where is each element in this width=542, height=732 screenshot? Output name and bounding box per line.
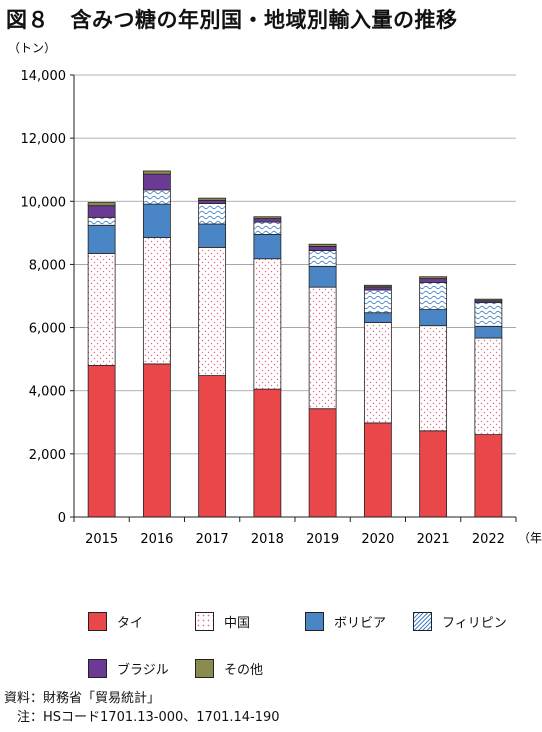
bar-segment <box>308 246 337 251</box>
bar-segment <box>87 216 116 226</box>
bar-segment <box>142 203 171 238</box>
bar-segment <box>87 224 116 254</box>
bar-segment <box>419 325 448 432</box>
bar-segment <box>474 298 503 302</box>
bar-segment <box>474 337 503 435</box>
bar-segment <box>198 223 227 248</box>
y-tick-label: 8,000 <box>29 258 66 273</box>
bar-segment <box>308 265 337 288</box>
x-tick-label: 2022 <box>472 532 505 547</box>
bar-segment <box>198 199 227 204</box>
bar-segment <box>363 322 392 424</box>
legend-swatch <box>195 611 214 631</box>
legend-swatch <box>413 611 432 631</box>
source-note: 資料：財務省「貿易統計」 <box>4 691 161 706</box>
bar-segment <box>419 309 448 327</box>
bar-segment <box>308 250 337 267</box>
legend-label: フィリピン <box>442 615 507 631</box>
bar-segment <box>419 278 448 283</box>
bar-segment <box>87 205 116 218</box>
x-tick-label: 2021 <box>417 532 450 547</box>
bar-segment <box>474 325 503 339</box>
y-tick-label: 14,000 <box>21 69 67 84</box>
bar-segment <box>363 286 392 291</box>
legend-item: フィリピン <box>413 610 507 632</box>
legend-label: その他 <box>224 662 264 678</box>
legend-swatch <box>88 658 107 678</box>
bar-segment <box>198 203 227 225</box>
bar-segment <box>198 197 227 201</box>
bar-segment <box>308 286 337 410</box>
bar-segment <box>419 282 448 310</box>
y-tick-label: 4,000 <box>29 385 66 400</box>
y-tick-label: 6,000 <box>29 322 66 337</box>
legend-item: ボリビア <box>305 610 386 632</box>
bar-segment <box>87 365 116 518</box>
bar-segment <box>474 434 503 518</box>
legend-item: ブラジル <box>88 657 169 679</box>
hs-code-note: 注：HSコード1701.13-000、1701.14-190 <box>4 710 280 725</box>
legend-item: その他 <box>195 657 263 679</box>
legend-swatch <box>88 611 107 631</box>
bar-segment <box>419 430 448 518</box>
stacked-bar-chart: （トン） 0 2,000 4,000 6,000 8,000 10,000 12,000 14… <box>8 41 542 547</box>
bar-segment <box>363 284 392 288</box>
legend-item: タイ <box>88 610 143 632</box>
chart-legend: タイ 中国 ボリビア フィリピンブラジル その他 <box>0 600 542 690</box>
x-tick-label: 2018 <box>251 532 284 547</box>
bar-segment <box>474 302 503 327</box>
bar-segment <box>142 189 171 205</box>
bar-segment <box>253 258 282 390</box>
x-tick-label: 2020 <box>361 532 394 547</box>
bar-segment <box>142 237 171 365</box>
bar-segment <box>253 216 282 220</box>
y-tick-label: 10,000 <box>21 195 67 210</box>
legend-label: 中国 <box>224 615 251 631</box>
bar-segment <box>253 221 282 235</box>
x-tick-label: 2015 <box>85 532 118 547</box>
bar-segment <box>253 388 282 518</box>
bar-segment <box>253 218 282 223</box>
legend-swatch <box>305 611 324 631</box>
bar-segment <box>142 173 171 191</box>
x-tick-label: 2016 <box>140 532 173 547</box>
bar-segment <box>253 234 282 260</box>
legend-label: タイ <box>117 615 144 631</box>
bar-segment <box>87 252 116 366</box>
legend-label: ボリビア <box>334 615 387 631</box>
x-axis-unit-label: （年） <box>518 531 542 545</box>
x-tick-label: 2019 <box>306 532 339 547</box>
y-tick-label: 0 <box>58 511 66 526</box>
bar-segment <box>419 276 448 280</box>
bar-segment <box>198 246 227 376</box>
chart-title: 図８ 含みつ糖の年別国・地域別輸入量の推移 <box>6 8 458 32</box>
bar-segment <box>363 422 392 518</box>
bar-segment <box>308 408 337 518</box>
y-tick-label: 12,000 <box>21 132 67 147</box>
legend-label: ブラジル <box>117 662 169 678</box>
bar-segment <box>198 375 227 518</box>
bar-segment <box>87 202 116 207</box>
bar-segment <box>142 363 171 518</box>
legend-item: 中国 <box>195 610 250 632</box>
bar-segment <box>308 243 337 247</box>
bar-segment <box>142 170 171 175</box>
source-notes: 資料：財務省「貿易統計」 注：HSコード1701.13-000、1701.14-… <box>4 689 280 727</box>
bar-segment <box>363 289 392 314</box>
y-tick-label: 2,000 <box>29 448 66 463</box>
legend-swatch <box>195 658 214 678</box>
bar-segment <box>363 312 392 323</box>
x-tick-label: 2017 <box>196 532 229 547</box>
y-axis-unit-label: （トン） <box>8 41 56 55</box>
